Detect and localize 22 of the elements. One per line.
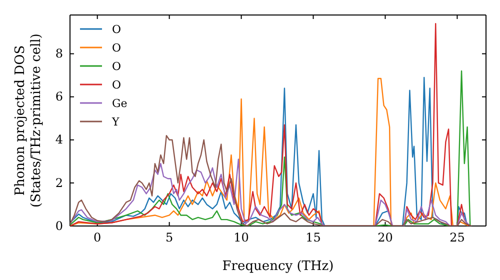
legend-label: Ge	[112, 97, 128, 110]
y-axis-title: Phonon projected DOS (States/THz·primitive cell)	[13, 33, 44, 208]
x-tick-label: 0	[94, 230, 102, 245]
y-tick-label: 6	[55, 90, 63, 104]
x-tick-label: 20	[378, 230, 393, 245]
y-tick-label: 8	[55, 46, 63, 61]
legend-label: O	[112, 42, 122, 54]
y-tick-label: 2	[55, 176, 63, 190]
x-tick-label: 10	[234, 230, 249, 245]
legend-label: O	[112, 78, 122, 92]
y-tick-label: 0	[55, 218, 63, 233]
x-tick-label: 5	[166, 230, 174, 245]
line-series	[70, 134, 472, 226]
legend-label: O	[112, 60, 122, 73]
line-series	[70, 23, 470, 226]
y-tick-label: 4	[55, 132, 64, 147]
x-tick-label: 15	[306, 230, 321, 245]
legend-label: Y	[111, 116, 120, 128]
legend-label: O	[112, 23, 122, 36]
x-axis-title: Frequency (THz)	[222, 259, 334, 274]
line-series	[70, 158, 471, 226]
x-tick-label: 25	[450, 230, 465, 245]
